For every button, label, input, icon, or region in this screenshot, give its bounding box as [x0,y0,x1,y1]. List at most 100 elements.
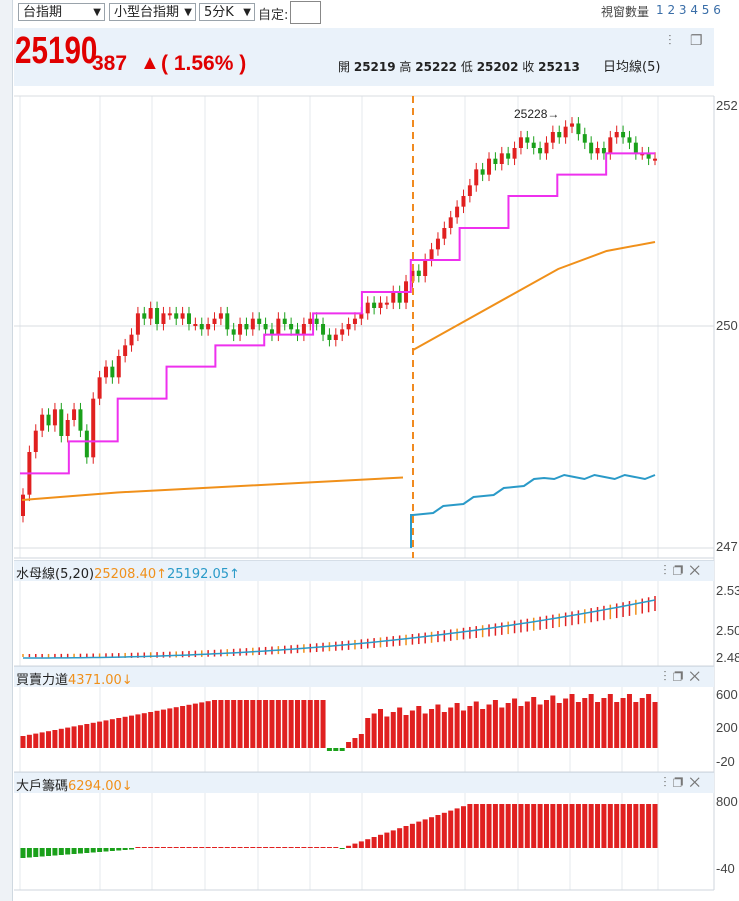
chips-bar [531,804,537,848]
popout-icon[interactable]: ❐ [672,562,690,578]
market-select[interactable]: 台指期 ▼ [18,3,105,21]
settings-sliders-icon[interactable]: ⫶ [663,774,673,790]
buysell-bar [77,725,83,748]
candle [595,148,600,154]
buysell-bar [199,702,205,748]
popout-icon[interactable]: ❐ [690,32,703,48]
candle [225,313,230,330]
panel-icons[interactable]: ⫶❐✕ [663,774,706,791]
chips-bar [212,847,218,848]
settings-sliders-icon[interactable]: ⫶ [663,668,673,684]
candle [72,409,77,420]
buysell-bar [109,719,115,748]
ma-orange-line [21,476,404,501]
buysell-panel-header: 買賣力道4371.00↓ ⫶❐✕ [14,666,714,688]
panel-icons[interactable]: ⫶❐✕ [663,562,706,579]
buysell-bar [224,700,230,748]
chips-bar [122,848,128,850]
popout-icon[interactable]: ❐ [672,774,690,790]
close-icon[interactable]: ✕ [689,774,706,790]
low-value: 25202 [476,60,519,74]
chips-bar [416,821,422,848]
chips-bar [154,847,160,848]
buysell-bar [326,748,332,751]
buysell-bar [39,732,45,748]
settings-sliders-icon[interactable]: ⫶ [663,562,673,578]
buysell-name: 買賣力道 [16,673,69,688]
buysell-bar [441,712,447,748]
chips-bar [460,806,466,848]
buysell-bar [148,712,154,748]
settings-sliders-icon[interactable]: ⫶ [668,32,672,48]
chips-bar [33,848,39,857]
chips-bar [307,847,313,848]
chips-bar [371,837,377,848]
buysell-bar [103,720,109,748]
candle [59,409,64,436]
chips-bar [575,804,581,848]
chips-bar [626,804,632,848]
candle [480,169,485,175]
buysell-bar [601,698,607,748]
chips-bar [377,834,383,848]
candle [518,137,523,148]
panel-icons[interactable]: ⫶❐✕ [663,668,706,685]
candle [423,260,428,276]
candle [263,324,268,330]
candle [531,142,536,148]
chips-bar [352,843,358,848]
buysell-bar [52,730,58,748]
period-select[interactable]: 5分K ▼ [199,3,255,21]
close-icon[interactable]: ✕ [689,668,706,684]
candle [295,329,300,335]
chips-bar [52,848,58,856]
chips-bar [109,848,115,851]
candle [269,329,274,335]
window-count-label: 視窗數量 [601,5,650,19]
buysell-bar [397,707,403,748]
chips-bar [582,804,588,848]
candle [525,137,530,143]
buysell-bar [231,700,237,748]
candle [314,318,319,324]
buysell-bar [403,715,409,748]
candle [384,302,389,305]
buysell-bar [384,716,390,748]
product-select[interactable]: 小型台指期 ▼ [109,3,196,21]
candle [52,409,57,426]
candle [21,494,25,516]
candle [116,356,121,378]
chevron-down-icon: ▼ [93,7,101,18]
window-count-buttons[interactable]: 1 2 3 4 5 6 [656,3,721,17]
chips-bar [46,848,52,856]
chips-bar [256,847,262,848]
candle [499,153,504,164]
buysell-bar [460,710,466,748]
candle [352,318,357,324]
buysell-bar [71,726,77,748]
candle [627,137,632,143]
cyan-line [410,473,656,548]
candle [633,142,638,154]
chips-bar [333,847,339,848]
buysell-bar [563,698,569,748]
candle [467,185,472,196]
chevron-down-icon: ▼ [243,7,251,18]
candle [327,334,332,340]
custom-input[interactable] [290,1,321,24]
candle [40,414,45,431]
candle [244,324,249,330]
buysell-bar [435,704,441,748]
buysell-bar [116,718,122,748]
buysell-bar [173,707,179,748]
popout-icon[interactable]: ❐ [672,668,690,684]
candle [33,430,38,452]
quote-header [14,28,714,86]
chips-bar [448,810,454,848]
candle [289,324,294,330]
buysell-bar [556,703,562,748]
close-icon[interactable]: ✕ [689,562,706,578]
close-value: 25213 [538,60,580,74]
open-label: 開 [338,60,351,74]
water-panel-header: 水母線(5,20)25208.40↑25192.05↑ ⫶❐✕ [14,560,714,582]
